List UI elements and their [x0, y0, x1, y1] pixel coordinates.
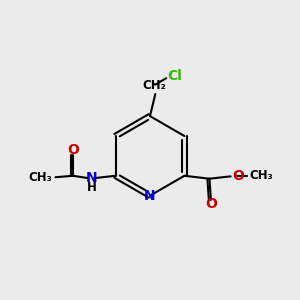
Text: N: N — [86, 171, 98, 185]
Text: CH₂: CH₂ — [142, 79, 166, 92]
Text: O: O — [67, 143, 79, 157]
Text: CH₃: CH₃ — [250, 169, 273, 182]
Text: CH₃: CH₃ — [28, 171, 52, 184]
Text: O: O — [205, 197, 217, 211]
Text: O: O — [232, 169, 244, 183]
Text: H: H — [87, 181, 97, 194]
Text: Cl: Cl — [168, 69, 182, 83]
Text: N: N — [144, 189, 156, 202]
